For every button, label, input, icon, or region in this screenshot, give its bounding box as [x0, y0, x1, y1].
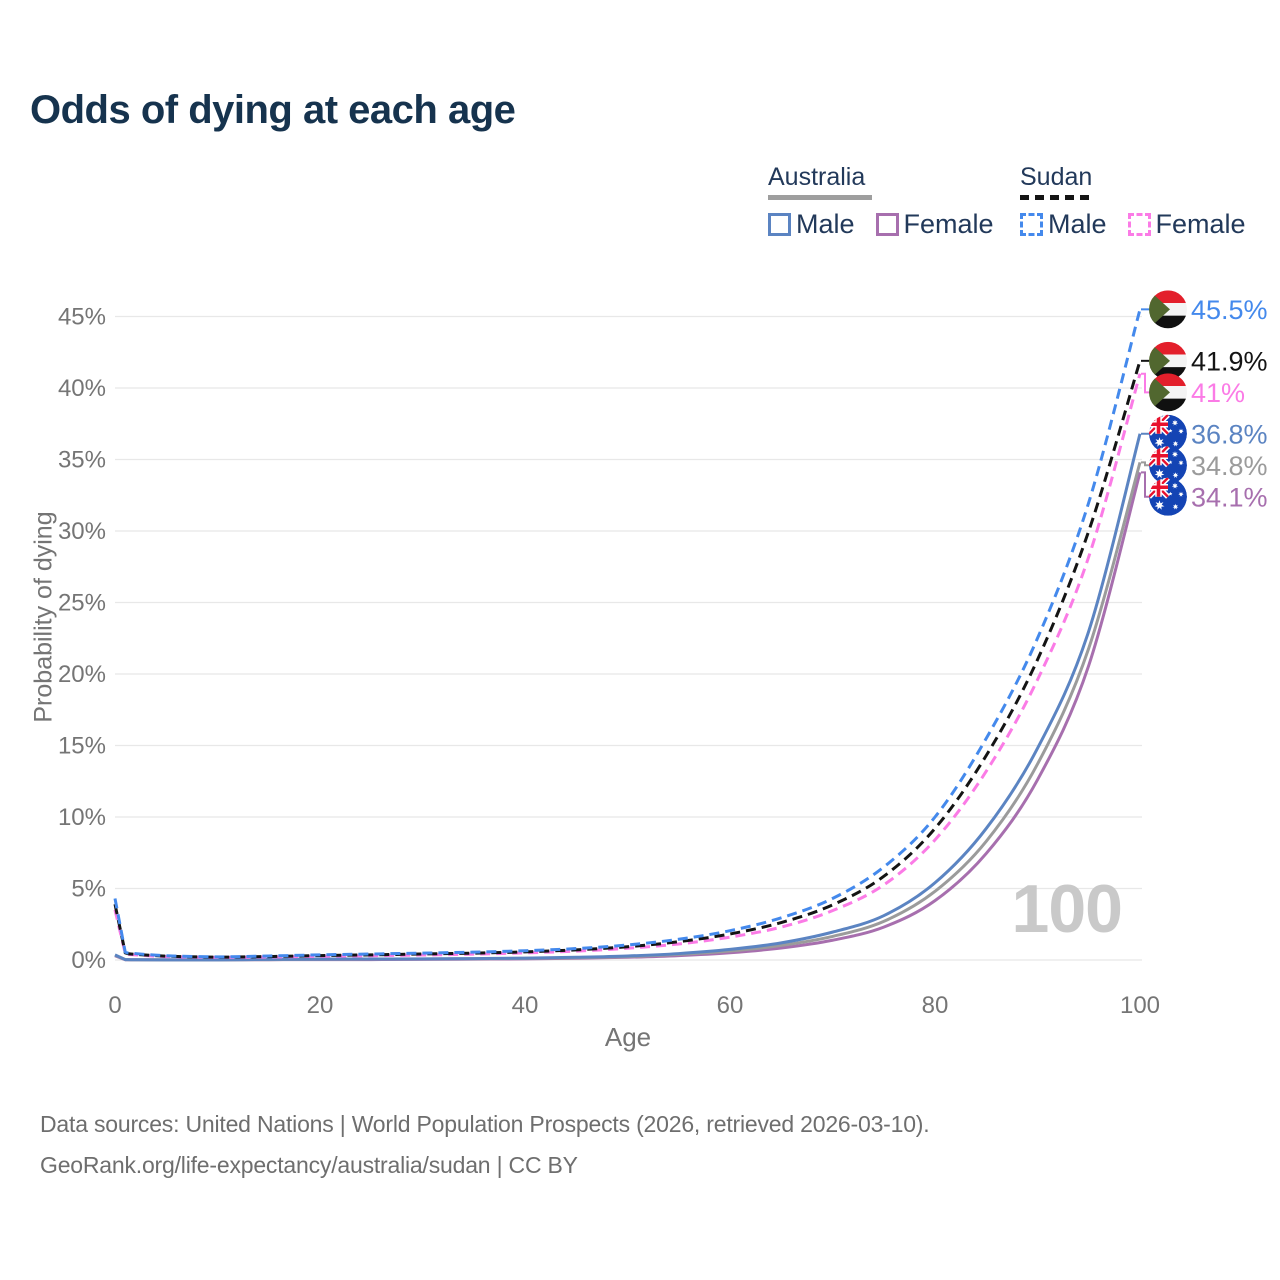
end-value-label-australia-female: 34.1%: [1191, 482, 1268, 512]
footer-line-1: Data sources: United Nations | World Pop…: [40, 1111, 930, 1137]
y-tick-label: 35%: [58, 447, 106, 474]
legend-group-australia: Australia Male Female: [768, 163, 1015, 240]
end-value-label-sudan-both-sexes: 41.9%: [1191, 346, 1268, 376]
x-tick-label: 80: [922, 992, 949, 1019]
y-tick-label: 15%: [58, 733, 106, 760]
legend-label-sudan-female: Female: [1155, 209, 1246, 239]
page-title: Odds of dying at each age: [30, 88, 516, 132]
y-tick-label: 25%: [58, 590, 106, 617]
end-value-label-australia-male: 36.8%: [1191, 419, 1268, 449]
legend-group-sudan: Sudan Male Female: [1020, 163, 1267, 240]
y-tick-label: 45%: [58, 304, 106, 331]
series-line-sudan-male[interactable]: [113, 308, 1142, 959]
sudan-flag-icon: [1149, 373, 1187, 412]
australia-line-style-swatch: [768, 195, 872, 200]
legend-country-sudan[interactable]: Sudan: [1020, 163, 1093, 191]
hover-age-watermark: 100: [1011, 871, 1123, 947]
x-tick-label: 20: [307, 992, 334, 1019]
australia-flag-icon: [1149, 414, 1187, 453]
legend-item-australia-female[interactable]: Female: [875, 209, 994, 240]
label-connector: [1141, 372, 1149, 394]
legend-item-sudan-female[interactable]: Female: [1127, 209, 1246, 240]
label-connector: [1141, 461, 1149, 467]
y-tick-label: 30%: [58, 518, 106, 545]
y-tick-label: 0%: [71, 947, 106, 974]
x-axis-title: Age: [604, 1022, 652, 1052]
sudan-flag-icon: [1149, 290, 1187, 329]
sudan-line-style-swatch: [1020, 195, 1092, 200]
australia-female-swatch-icon[interactable]: [875, 213, 899, 236]
legend-item-sudan-male[interactable]: Male: [1020, 209, 1107, 240]
y-tick-label: 5%: [71, 876, 106, 903]
series-line-australia-both-sexes[interactable]: [114, 461, 1142, 962]
y-tick-label: 40%: [58, 375, 106, 402]
series-line-sudan-female[interactable]: [113, 373, 1142, 959]
series-line-australia-male[interactable]: [114, 433, 1142, 962]
y-tick-label: 20%: [58, 661, 106, 688]
end-value-label-sudan-male: 45.5%: [1191, 295, 1268, 325]
end-value-label-sudan-female: 41%: [1191, 378, 1245, 408]
y-axis-title: Probability of dying: [29, 511, 58, 723]
legend-label-australia-male: Male: [796, 209, 855, 239]
sudan-female-swatch-icon[interactable]: [1127, 213, 1151, 236]
legend-label-sudan-male: Male: [1048, 209, 1107, 239]
sudan-male-swatch-icon[interactable]: [1020, 213, 1043, 236]
australia-flag-icon: [1149, 477, 1187, 516]
x-tick-label: 100: [1120, 992, 1160, 1019]
australia-flag-icon: [1149, 446, 1187, 485]
series-line-sudan-both-sexes[interactable]: [113, 360, 1142, 959]
end-value-label-australia-both-sexes: 34.8%: [1191, 451, 1268, 481]
australia-male-swatch-icon[interactable]: [768, 213, 791, 236]
x-tick-label: 0: [108, 992, 121, 1019]
legend-item-australia-male[interactable]: Male: [768, 209, 855, 240]
y-tick-label: 10%: [58, 804, 106, 831]
label-connector: [1141, 471, 1149, 498]
legend-label-australia-female: Female: [903, 209, 994, 239]
series-line-australia-female[interactable]: [114, 471, 1142, 962]
data-source-note: Data sources: United Nations | World Pop…: [40, 1104, 930, 1186]
x-tick-label: 40: [512, 992, 539, 1019]
legend-country-australia[interactable]: Australia: [768, 163, 866, 191]
footer-line-2: GeoRank.org/life-expectancy/australia/su…: [40, 1152, 578, 1178]
x-tick-label: 60: [717, 992, 744, 1019]
